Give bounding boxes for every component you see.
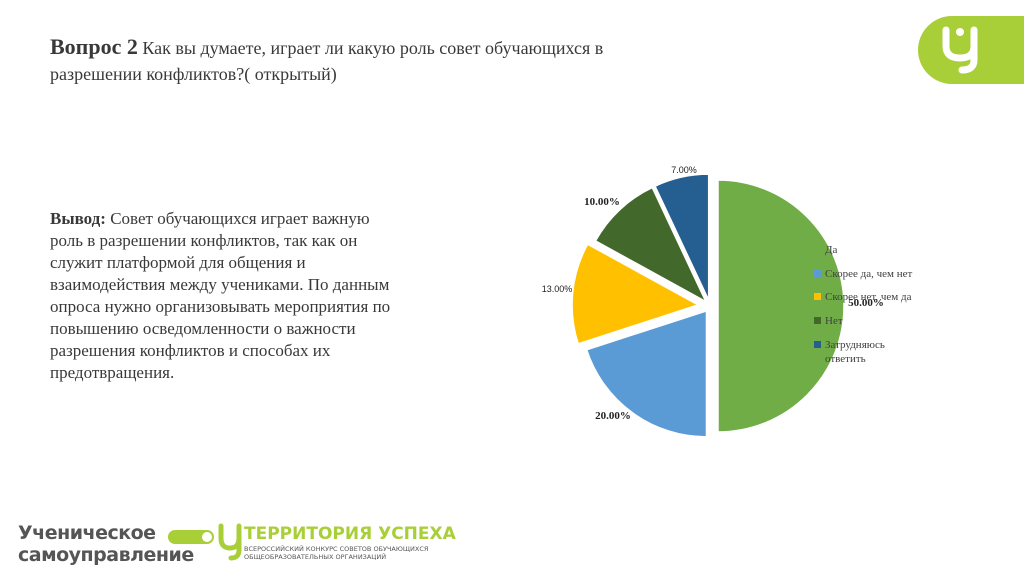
- legend-label-4: Нет: [825, 315, 843, 327]
- pie-slices: [571, 173, 845, 438]
- brand1-line1: Ученическое: [18, 522, 156, 544]
- brand2-subtitle-line1: ВСЕРОССИЙСКИЙ КОНКУРС СОВЕТОВ ОБУЧАЮЩИХС…: [244, 545, 429, 553]
- question-label: Вопрос 2: [50, 34, 138, 59]
- brand2-subtitle-line2: ОБЩЕОБРАЗОВАТЕЛЬНЫХ ОРГАНИЗАЦИЙ: [244, 553, 387, 561]
- legend-label-2: Скорее да, чем нет: [825, 268, 913, 280]
- conclusion-text-block: Вывод: Совет обучающихся играет важную р…: [50, 208, 400, 384]
- pie-slice-3: [571, 243, 700, 345]
- pie-slice-2: [585, 309, 708, 438]
- brand-logo-tab: [918, 16, 1024, 84]
- brand-territory-of-success: ТЕРРИТОРИЯ УСПЕХА ВСЕРОССИЙСКИЙ КОНКУРС …: [218, 522, 468, 566]
- pie-slice-5: [654, 173, 710, 301]
- data-label-1: 50.00%: [848, 297, 884, 309]
- data-label-3: 13.00%: [542, 284, 573, 294]
- legend-swatch-5: [814, 341, 821, 348]
- conclusion-label: Вывод:: [50, 209, 106, 228]
- data-label-5: 7.00%: [671, 165, 697, 175]
- toggle-pill-icon: [168, 530, 214, 544]
- brand-u-small-icon: [218, 523, 242, 561]
- pie-slice-1: [717, 179, 845, 433]
- legend-swatch-4: [814, 317, 821, 324]
- legend-swatch-2: [814, 270, 821, 277]
- pie-slice-4: [594, 186, 708, 304]
- legend-label-1: Да: [825, 244, 838, 256]
- chart-legend: Да Скорее да, чем нет Скорее нет, чем да Не…: [814, 244, 913, 365]
- legend-swatch-1: [814, 246, 821, 253]
- legend-swatch-3: [814, 293, 821, 300]
- question-text: Как вы думаете, играет ли какую роль сов…: [50, 38, 604, 84]
- question-title: Вопрос 2 Как вы думаете, играет ли какую…: [50, 34, 690, 87]
- conclusion-body: Совет обучающихся играет важную роль в р…: [50, 209, 391, 382]
- legend-label-3: Скорее нет, чем да: [825, 291, 912, 303]
- data-label-4: 10.00%: [584, 196, 620, 208]
- data-label-2: 20.00%: [595, 410, 631, 422]
- legend-label-5: Затрудняюсь ответить: [825, 339, 885, 365]
- pie-data-labels: 50.00% 20.00% 13.00% 10.00% 7.00%: [542, 165, 884, 422]
- brand-student-government: Ученическое самоуправление: [18, 522, 218, 566]
- brand2-title: ТЕРРИТОРИЯ УСПЕХА: [244, 524, 456, 544]
- brand1-line2: самоуправление: [18, 544, 194, 566]
- brand-u-icon: [942, 26, 978, 74]
